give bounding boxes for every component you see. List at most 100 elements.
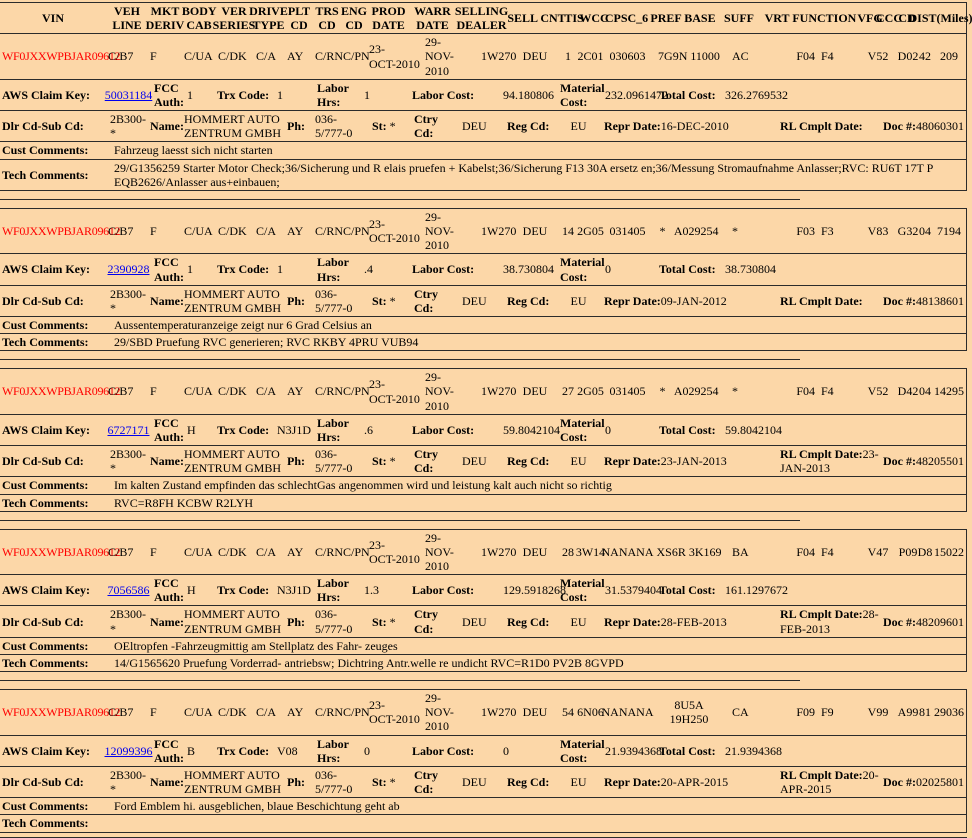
ctry-cd-value: DEU <box>462 454 487 469</box>
col-header-drive-type: DRIVE TYPE <box>249 4 288 33</box>
tech-comments-value: 29/SBD Pruefung RVC generieren; RVC RKBY… <box>114 335 419 350</box>
labor-cost-label: Labor Cost: <box>412 262 475 277</box>
rl-cmplt-date-cell: RL Cmplt Date:28-FEB-2013 <box>780 607 879 636</box>
col-header-vin: VIN <box>41 11 64 26</box>
plt-cd-value: AY <box>287 384 304 399</box>
tech-comments-label: Tech Comments: <box>2 335 89 350</box>
plt-cd-value: AY <box>287 224 304 239</box>
ctry-cd-value: DEU <box>462 119 487 134</box>
tech-comments-row: Tech Comments: 29/G1356259 Starter Motor… <box>0 158 966 190</box>
wcc-value: 2G05 <box>577 384 604 399</box>
col-header-ver-series: VER SERIES <box>212 4 256 33</box>
cust-comments-row: Cust Comments: Aussentemperaturanzeige z… <box>0 315 966 333</box>
phone-label: Ph: <box>287 119 305 134</box>
dist-miles-value: 15022 <box>934 544 964 559</box>
cd-value: 04 <box>919 384 931 399</box>
total-cost-value: 21.9394368 <box>725 743 782 758</box>
sell-cnt-value: DEU <box>522 544 548 559</box>
st-cell: St: * <box>372 774 396 789</box>
claim-key-link[interactable]: 2390928 <box>107 262 150 277</box>
prod-date-value: 23- OCT-2010 <box>369 42 420 71</box>
veh-line-value: C/B7 <box>108 384 134 399</box>
dlr-cd-sub-cd-label: Dlr Cd-Sub Cd: <box>2 293 84 308</box>
ctry-cd-label: Ctry Cd: <box>414 447 438 476</box>
suff-value: * <box>732 384 738 399</box>
mkt-deriv-value: F <box>150 49 157 64</box>
doc-num-value: 48060301 <box>916 119 964 134</box>
tech-comments-row: Tech Comments: 29/SBD Pruefung RVC gener… <box>0 333 966 350</box>
fcc-auth-value: 1 <box>187 87 193 102</box>
material-cost-label: Material Cost: <box>560 80 605 109</box>
claim-data-row: AWS Claim Key: 12099396 FCC Auth: B Trx … <box>0 734 966 766</box>
vin-value: WF0JXXWPBJAR09612 <box>2 544 121 559</box>
labor-hrs-label: Labor Hrs: <box>317 255 349 284</box>
wcc-value: 2C01 <box>577 49 604 64</box>
dealer-name-value: HOMMERT AUTO ZENTRUM GMBH <box>184 286 282 315</box>
cust-comments-value: Aussentemperaturanzeige zeigt nur 6 Grad… <box>114 317 372 332</box>
drive-type-value: C/A <box>256 705 277 720</box>
col-header-vrt-function: VRT FUNCTION <box>764 11 857 26</box>
cd-value: 04 <box>919 224 931 239</box>
repr-date-cell: Repr Date:20-APR-2015 <box>604 774 729 789</box>
labor-hrs-value: .6 <box>364 422 373 437</box>
claim-key-link[interactable]: 12099396 <box>104 743 153 758</box>
pref-base-value: * A029254 <box>659 224 719 239</box>
selling-dealer-value: 1W270 <box>481 384 517 399</box>
warr-date-value: 29- NOV-2010 <box>425 370 454 413</box>
claim-key-link[interactable]: 6727171 <box>107 422 150 437</box>
cust-comments-value: Im kalten Zustand empfinden das schlecht… <box>114 478 612 493</box>
plt-cd-value: AY <box>287 705 304 720</box>
total-cost-value: 59.8042104 <box>725 422 782 437</box>
trx-code-value: 1 <box>277 87 283 102</box>
trx-code-value: N3J1D <box>277 422 312 437</box>
trs-cd-value: C/RN <box>315 705 344 720</box>
dist-miles-value: 209 <box>940 49 958 64</box>
repr-date-value: 23-JAN-2013 <box>660 454 727 469</box>
dlr-cd-sub-cd-label: Dlr Cd-Sub Cd: <box>2 774 84 789</box>
claim-key-link[interactable]: 50031184 <box>104 87 153 102</box>
vrt-function-value: F03 F3 <box>796 224 834 239</box>
ctry-cd-label: Ctry Cd: <box>414 286 438 315</box>
st-value: * <box>389 614 396 629</box>
vehicle-data-row: WF0JXXWPBJAR09612 C/B7 F C/UA C/DK C/A A… <box>0 33 966 78</box>
material-cost-value: 0 <box>605 422 611 437</box>
labor-cost-label: Labor Cost: <box>412 87 475 102</box>
claim-record-5: WF0JXXWPBJAR09612 C/B7 F C/UA C/DK C/A A… <box>0 689 967 833</box>
trx-code-label: Trx Code: <box>217 87 270 102</box>
tech-comments-value: 14/G1565620 Pruefung Vorderrad- antriebs… <box>114 655 624 670</box>
tech-comments-row: Tech Comments: <box>0 814 966 831</box>
col-header-prod-date: PROD DATE <box>371 4 406 33</box>
fcc-auth-label: FCC Auth: <box>154 576 185 605</box>
total-cost-value: 38.730804 <box>725 262 776 277</box>
repr-date-value: 09-JAN-2012 <box>660 293 727 308</box>
claim-key-link[interactable]: 7056586 <box>107 583 150 598</box>
vrt-function-value: F04 F4 <box>796 384 834 399</box>
fcc-auth-label: FCC Auth: <box>154 736 185 765</box>
body-cab-value: C/UA <box>184 49 213 64</box>
labor-hrs-label: Labor Hrs: <box>317 80 349 109</box>
fcc-auth-value: H <box>187 583 196 598</box>
labor-cost-label: Labor Cost: <box>412 422 475 437</box>
dlr-cd-sub-cd-value: 2B300-* <box>110 286 146 315</box>
ctry-cd-label: Ctry Cd: <box>414 607 438 636</box>
mkt-deriv-value: F <box>150 705 157 720</box>
rl-cmplt-date-cell: RL Cmplt Date: <box>780 119 863 134</box>
trx-code-label: Trx Code: <box>217 743 270 758</box>
total-cost-label: Total Cost: <box>659 583 716 598</box>
block-separator <box>0 190 972 208</box>
dealer-data-row: Dlr Cd-Sub Cd: 2B300-* Name: HOMMERT AUT… <box>0 765 966 797</box>
cust-comments-value: Fahrzeug laesst sich nicht starten <box>114 143 273 158</box>
selling-dealer-value: 1W270 <box>481 544 517 559</box>
phone-label: Ph: <box>287 774 305 789</box>
mkt-deriv-value: F <box>150 224 157 239</box>
warr-date-value: 29- NOV-2010 <box>425 691 454 734</box>
ver-series-value: C/DK <box>218 544 247 559</box>
reg-cd-label: Reg Cd: <box>507 454 550 469</box>
ctry-cd-value: DEU <box>462 293 487 308</box>
bottom-rule <box>0 836 967 838</box>
doc-num-cell: Doc #:02025801 <box>883 774 964 789</box>
repr-date-value: 20-APR-2015 <box>660 774 729 789</box>
phone-value: 036-5/777-0 <box>315 286 353 315</box>
eng-cd-value: C/PN <box>343 544 370 559</box>
suff-value: CA <box>732 705 749 720</box>
